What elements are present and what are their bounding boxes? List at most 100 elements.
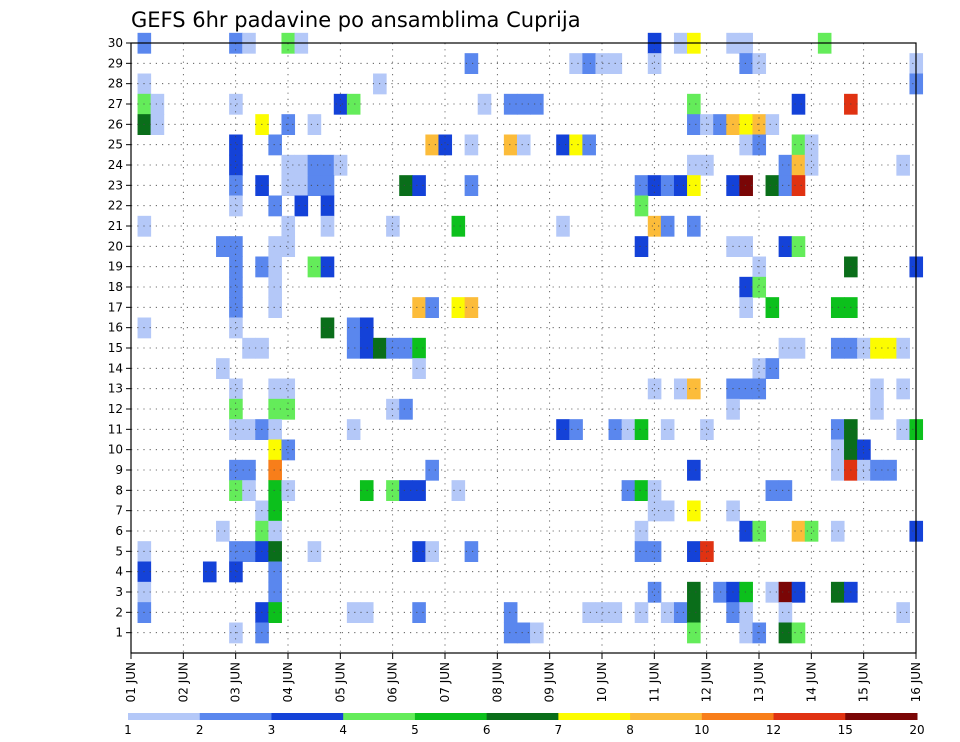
legend-swatch <box>271 713 344 720</box>
heatmap-cell <box>634 419 649 440</box>
heatmap-cell <box>412 541 426 562</box>
heatmap-cell <box>307 114 322 135</box>
heatmap-cell <box>333 154 348 176</box>
y-tick-label: 2 <box>115 605 123 619</box>
heatmap-cell <box>765 480 780 501</box>
heatmap-cell <box>752 134 767 156</box>
heatmap-cell <box>229 236 243 257</box>
heatmap-cell <box>320 195 335 217</box>
heatmap-cell <box>268 398 282 420</box>
heatmap-cell <box>281 154 296 176</box>
x-tick-label: 10 JUN <box>595 662 609 702</box>
heatmap-cell <box>333 93 348 115</box>
heatmap-cell <box>451 480 466 501</box>
heatmap-cell <box>346 602 361 623</box>
heatmap-cell <box>346 93 361 115</box>
heatmap-cell <box>647 175 662 196</box>
heatmap-cell <box>229 175 243 196</box>
heatmap-cell <box>739 236 753 257</box>
heatmap-cell <box>752 378 767 400</box>
heatmap-cell <box>883 459 897 481</box>
heatmap-cell <box>791 175 806 196</box>
heatmap-cell <box>307 256 322 278</box>
heatmap-cell <box>320 175 335 196</box>
y-tick-label: 17 <box>108 300 123 314</box>
legend-label: 4 <box>339 723 347 737</box>
heatmap-cell <box>687 175 701 196</box>
heatmap-cell <box>294 154 309 176</box>
heatmap-cell <box>687 500 701 522</box>
heatmap-cell <box>556 134 570 156</box>
heatmap-cell <box>857 439 871 461</box>
heatmap-cell <box>425 459 439 481</box>
heatmap-cell <box>791 337 806 359</box>
heatmap-cell <box>765 581 780 603</box>
heatmap-cell <box>765 358 780 379</box>
heatmap-cell <box>765 114 780 135</box>
heatmap-cell <box>307 541 322 562</box>
heatmap-cell <box>634 480 649 501</box>
heatmap-cell <box>268 581 282 603</box>
heatmap-cell <box>739 581 753 603</box>
heatmap-cell <box>687 215 701 237</box>
heatmap-cell <box>530 93 544 115</box>
heatmap-cell <box>621 480 636 501</box>
heatmap-cell <box>870 378 884 400</box>
legend-label: 6 <box>483 723 491 737</box>
heatmap-cell <box>425 134 439 156</box>
heatmap-cell <box>530 622 544 644</box>
y-tick-label: 5 <box>115 544 123 558</box>
y-tick-label: 22 <box>108 199 123 213</box>
heatmap-cell <box>399 175 413 196</box>
heatmap-cell <box>765 297 780 318</box>
legend-swatch <box>414 713 488 720</box>
heatmap-cell <box>582 602 596 623</box>
heatmap-cell <box>281 439 296 461</box>
heatmap-cell <box>229 195 243 217</box>
legend-swatch <box>558 713 631 720</box>
heatmap-cell <box>778 236 793 257</box>
heatmap-cell <box>268 602 282 623</box>
x-tick-label: 05 JUN <box>333 662 347 702</box>
heatmap-cell <box>660 175 675 196</box>
heatmap-cell <box>673 378 688 400</box>
x-axis: 01 JUN 02 JUN 03 JUN 04 JUN 05 JUN 06 JUN 07 J… <box>124 653 923 702</box>
heatmap-cell <box>386 215 400 237</box>
heatmap-cell <box>778 480 793 501</box>
heatmap-cell <box>268 480 282 501</box>
legend-label: 5 <box>411 723 419 737</box>
heatmap-cell <box>830 459 845 481</box>
heatmap-cell <box>752 53 767 74</box>
heatmap-cell <box>556 215 570 237</box>
x-tick-label: 09 JUN <box>543 662 557 702</box>
heatmap-cell <box>634 175 649 196</box>
heatmap-cell <box>752 276 767 298</box>
heatmap-cell <box>451 297 466 318</box>
heatmap-cell <box>229 154 243 176</box>
heatmap-cell <box>791 622 806 644</box>
x-tick-label: 11 JUN <box>647 662 661 702</box>
heatmap-cell <box>791 236 806 257</box>
x-tick-label: 14 JUN <box>804 662 818 702</box>
y-tick-label: 30 <box>108 36 123 50</box>
x-tick-label: 03 JUN <box>229 662 243 702</box>
heatmap-cell <box>268 297 282 318</box>
heatmap-cell <box>830 581 845 603</box>
heatmap-cell <box>883 337 897 359</box>
heatmap-cell <box>229 459 243 481</box>
heatmap-cell <box>268 520 282 542</box>
legend-swatch <box>701 713 775 720</box>
heatmap-cell <box>739 622 753 644</box>
y-tick-label: 20 <box>108 239 123 253</box>
heatmap-cell <box>660 500 675 522</box>
legend-label: 7 <box>555 723 563 737</box>
heatmap-cell <box>791 581 806 603</box>
heatmap-cell <box>804 134 819 156</box>
heatmap-cell <box>687 459 701 481</box>
y-tick-label: 18 <box>108 280 123 294</box>
heatmap-cell <box>464 297 479 318</box>
heatmap-cell <box>673 602 688 623</box>
heatmap-cell <box>346 337 361 359</box>
heatmap-cell <box>516 134 531 156</box>
